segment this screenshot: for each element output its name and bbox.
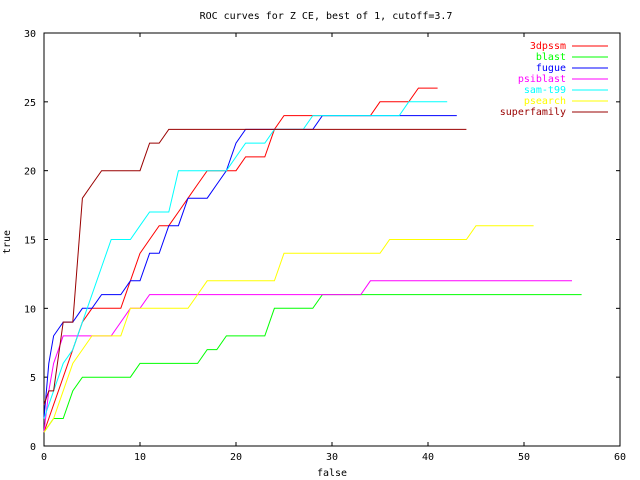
x-tick-label: 20 — [230, 452, 242, 463]
x-tick-label: 60 — [614, 452, 626, 463]
y-tick-label: 5 — [30, 373, 36, 384]
legend-label: blast — [536, 52, 566, 63]
y-tick-label: 25 — [24, 98, 36, 109]
legend-label: superfamily — [500, 107, 566, 118]
y-tick-label: 10 — [24, 304, 36, 315]
x-tick-label: 40 — [422, 452, 434, 463]
series-line-psiblast — [43, 280, 572, 433]
legend-label: fugue — [536, 63, 566, 74]
x-tick-label: 50 — [518, 452, 530, 463]
y-tick-label: 0 — [30, 442, 36, 453]
y-tick-label: 15 — [24, 236, 36, 247]
x-tick-label: 10 — [134, 452, 146, 463]
series-line-sam-t99 — [43, 101, 448, 419]
series-line-fugue — [43, 115, 457, 419]
series-line-psearch — [43, 225, 534, 433]
legend-label: 3dpssm — [530, 41, 566, 52]
y-tick-label: 30 — [24, 29, 36, 40]
y-axis-label: true — [2, 230, 13, 254]
series-line-superfamily — [43, 128, 467, 405]
legend-label: psearch — [524, 96, 566, 107]
legend-label: psiblast — [518, 74, 566, 85]
legend: 3dpssmblastfuguepsiblastsam-t99psearchsu… — [500, 41, 608, 118]
axis-ticks: 0 10 20 30 40 50 60 0 5 10 15 20 25 30 — [24, 29, 626, 463]
x-axis-label: false — [317, 468, 347, 479]
x-tick-label: 0 — [41, 452, 47, 463]
legend-label: sam-t99 — [524, 85, 566, 96]
series-lines — [43, 87, 582, 433]
y-tick-label: 20 — [24, 167, 36, 178]
chart-title: ROC curves for Z CE, best of 1, cutoff=3… — [200, 11, 453, 22]
x-tick-label: 30 — [326, 452, 338, 463]
